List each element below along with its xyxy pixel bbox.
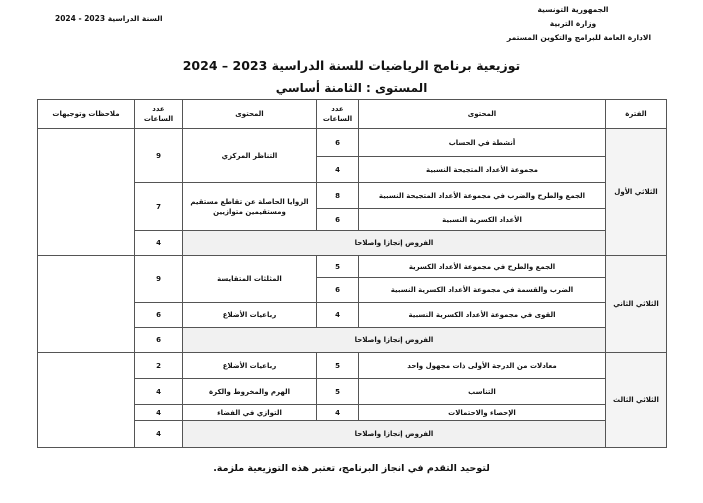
- table-row: الثلاثي الثالث معادلات من الدرجة الأولى ذ…: [37, 352, 667, 448]
- content-cell: الإحصاء والاحتمالات: [358, 404, 606, 421]
- level-subtitle: المستوى : الثامنة أساسي: [275, 81, 428, 95]
- exams-hours: 4: [134, 230, 183, 256]
- table-row: القوى في مجموعة الأعداد الكسرية النسبية 4…: [38, 302, 667, 328]
- hours-cell: 6: [316, 128, 359, 157]
- school-year: السنة الدراسية 2023 - 2024: [55, 14, 163, 23]
- content-cell: التناسب: [358, 378, 606, 405]
- notes-cell: [37, 352, 135, 448]
- header-line: الادارة العامة للبرامج والتكوين المستمر: [506, 33, 652, 42]
- table-row: مجموعة الأعداد المتجيحة النسبية 4: [38, 156, 667, 183]
- column-header: عدد الساعات: [134, 99, 183, 129]
- period-name: الثلاثي الثالث: [605, 352, 667, 448]
- content-cell: رباعيات الأضلاع: [182, 302, 317, 328]
- exams-row: الفروض إنجازا واصلاحا 4: [38, 420, 667, 448]
- hours-cell: 9: [134, 255, 183, 303]
- header-line: وزارة التربية: [549, 19, 597, 28]
- notes-cell: [37, 128, 135, 256]
- page-title: توزيعية برنامج الرياضيات للسنة الدراسية …: [182, 58, 521, 73]
- column-header: ملاحظات وتوجيهات: [37, 99, 135, 129]
- content-cell: الهرم والمخروط والكرة: [182, 378, 317, 405]
- hours-cell: 5: [316, 255, 359, 278]
- notes-cell: [37, 255, 135, 353]
- hours-cell: 9: [134, 128, 183, 183]
- exams-label: الفروض إنجازا واصلاحا: [182, 230, 606, 256]
- hours-cell: 8: [316, 182, 359, 209]
- column-header: عدد الساعات: [316, 99, 359, 129]
- hours-cell: 6: [134, 302, 183, 328]
- hours-cell: 7: [134, 182, 183, 231]
- content-cell: المثلثات المتقايسة: [182, 255, 317, 303]
- program-table: الفترة المحتوى عدد الساعات المحتوى عدد ا…: [37, 99, 667, 448]
- hours-cell: 5: [316, 352, 359, 379]
- content-cell: التناظر المركزي: [182, 128, 317, 183]
- hours-cell: 4: [316, 404, 359, 421]
- footer-note: لتوحيد التقدم في انجاز البرنامج، تعتبر ه…: [213, 463, 490, 474]
- period-name: الثلاثي الأول: [605, 128, 667, 256]
- content-cell: أنشطة في الحساب: [358, 128, 606, 157]
- period-name: الثلاثي الثاني: [605, 255, 667, 353]
- column-header: الفترة: [605, 99, 667, 129]
- content-cell: معادلات من الدرجة الأولى ذات مجهول واحد: [358, 352, 606, 379]
- content-cell: الأعداد الكسرية النسبية: [358, 208, 606, 231]
- hours-cell: 4: [134, 378, 183, 405]
- hours-cell: 6: [316, 208, 359, 231]
- column-header: المحتوى: [358, 99, 606, 129]
- column-header: المحتوى: [182, 99, 317, 129]
- content-cell: الجمع والطرح والضرب في مجموعة الأعداد ال…: [358, 182, 606, 209]
- exams-hours: 6: [134, 327, 183, 353]
- content-cell: الزوايا الحاصلة عن تقاطع مستقيم ومستقيمي…: [182, 182, 317, 231]
- table-row: الجمع والطرح والضرب في مجموعة الأعداد ال…: [38, 182, 667, 231]
- exams-hours: 4: [134, 420, 183, 448]
- hours-cell: 4: [316, 302, 359, 328]
- hours-cell: 5: [316, 378, 359, 405]
- table-row: الإحصاء والاحتمالات 4 التوازي في الفضاء 4: [38, 404, 667, 421]
- exams-label: الفروض إنجازا واصلاحا: [182, 420, 606, 448]
- content-cell: الضرب والقسمة في مجموعة الأعداد الكسرية …: [358, 277, 606, 303]
- content-cell: القوى في مجموعة الأعداد الكسرية النسبية: [358, 302, 606, 328]
- hours-cell: 4: [134, 404, 183, 421]
- content-cell: التوازي في الفضاء: [182, 404, 317, 421]
- table-row: الثلاثي الثاني الجمع والطرح في مجموعة الأ…: [37, 255, 667, 353]
- table-header-row: الفترة المحتوى عدد الساعات المحتوى عدد ا…: [37, 99, 667, 129]
- table-row: الضرب والقسمة في مجموعة الأعداد الكسرية …: [38, 277, 667, 303]
- hours-cell: 2: [134, 352, 183, 379]
- table-row: الأعداد الكسرية النسبية 6: [38, 208, 667, 231]
- ministry-header: الجمهورية التونسية وزارة التربية الادارة…: [483, 3, 663, 45]
- header-line: الجمهورية التونسية: [537, 5, 609, 14]
- exams-label: الفروض إنجازا واصلاحا: [182, 327, 606, 353]
- table-row: الثلاثي الأول أنشطة في الحساب 6 التناظر الم…: [37, 128, 667, 256]
- table-row: التناسب 5 الهرم والمخروط والكرة 4: [38, 378, 667, 405]
- content-cell: الجمع والطرح في مجموعة الأعداد الكسرية: [358, 255, 606, 278]
- exams-row: الفروض إنجازا واصلاحا 6: [38, 327, 667, 353]
- content-cell: مجموعة الأعداد المتجيحة النسبية: [358, 156, 606, 183]
- hours-cell: 6: [316, 277, 359, 303]
- content-cell: رباعيات الأضلاع: [182, 352, 317, 379]
- hours-cell: 4: [316, 156, 359, 183]
